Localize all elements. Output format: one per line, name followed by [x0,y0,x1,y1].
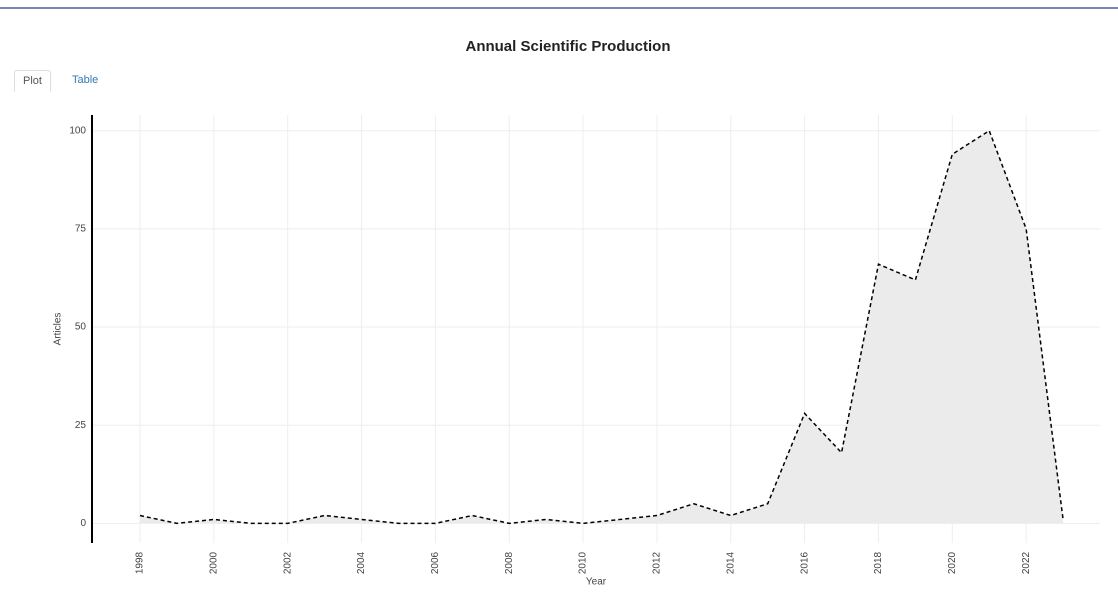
x-tick-label: 2008 [504,551,515,574]
x-tick-label: 2014 [725,551,736,574]
x-tick-label: 2002 [282,551,293,574]
x-tick-label: 2020 [947,551,958,574]
x-tick-label: 1998 [135,551,146,574]
y-tick-label: 50 [75,322,87,333]
y-tick-label: 75 [75,224,87,235]
area-fill [140,130,1064,524]
x-tick-label: 2022 [1021,551,1032,574]
x-tick-label: 2004 [356,551,367,574]
x-tick-label: 2018 [873,551,884,574]
tab[interactable]: Table [72,74,99,86]
x-tick-label: 2012 [652,551,663,574]
x-tick-label: 2006 [430,551,441,574]
y-tick-label: 0 [80,518,86,529]
top-bar [0,7,1118,9]
x-tick-label: 2016 [799,551,810,574]
y-axis-label: Articles [53,313,64,346]
y-tick-label: 100 [69,125,86,136]
x-tick-label: 2000 [208,551,219,574]
line [139,129,1064,525]
chart-title: Annual Scientific Production [465,38,670,55]
x-tick-label: 2010 [578,551,589,574]
x-axis-label: Year [586,577,607,588]
y-tick-label: 25 [75,420,87,431]
tab[interactable]: Plot [14,70,51,92]
